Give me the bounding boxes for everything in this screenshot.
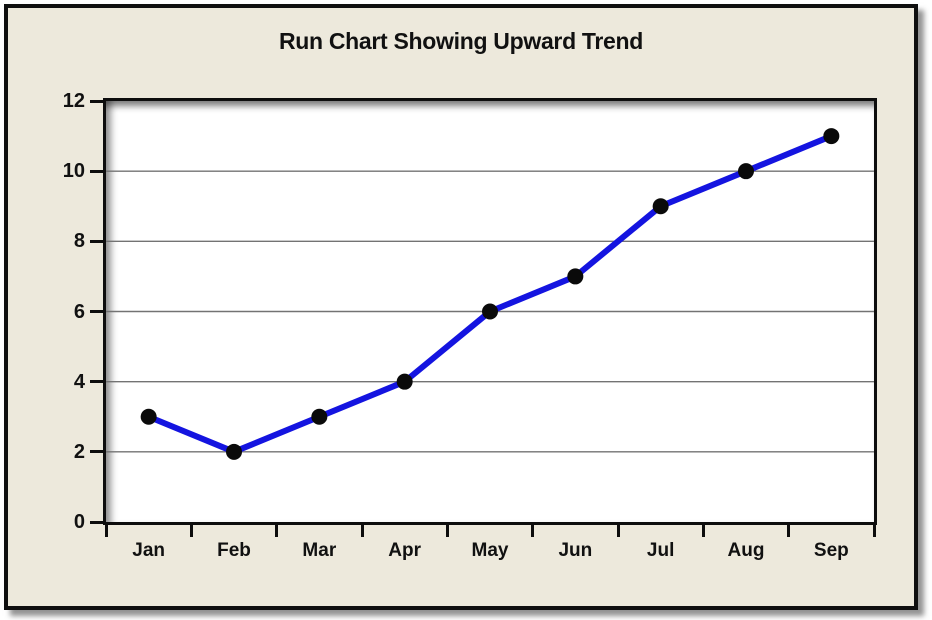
y-tick-label: 12 (62, 90, 85, 112)
y-tick-mark (90, 450, 103, 454)
plot-area (103, 98, 877, 525)
y-tick-label: 10 (62, 160, 85, 183)
x-tick-label: Mar (302, 540, 337, 561)
y-tick-mark (90, 380, 103, 384)
x-tick-mark (275, 525, 279, 537)
y-tick-label: 0 (73, 511, 85, 533)
trend-line (145, 133, 835, 455)
x-tick-label: Aug (727, 540, 765, 561)
data-point-marker (482, 303, 498, 320)
x-tick-mark (531, 525, 535, 537)
chart-title: Run Chart Showing Upward Trend (278, 28, 644, 54)
y-tick-mark (90, 99, 103, 103)
x-tick-mark (872, 525, 876, 537)
x-tick-mark (616, 525, 620, 537)
y-tick-label: 6 (73, 300, 85, 323)
run-chart-svg (106, 128, 874, 460)
x-tick-mark (189, 525, 193, 537)
data-point-marker (567, 268, 584, 285)
x-tick-label: Jun (558, 540, 593, 561)
y-tick-label: 2 (73, 440, 85, 463)
x-tick-label: Jan (132, 540, 166, 561)
x-tick-label: Jul (646, 540, 675, 561)
y-tick-mark (90, 169, 103, 173)
y-tick-label: 4 (73, 370, 85, 393)
data-point-marker (311, 408, 328, 425)
y-tick-label: 8 (73, 230, 85, 253)
x-tick-label: May (471, 540, 509, 561)
x-tick-mark (360, 525, 364, 537)
data-point-marker (226, 443, 242, 460)
y-tick-mark (90, 310, 103, 313)
x-tick-label: Sep (813, 540, 849, 561)
data-point-marker (652, 198, 669, 215)
data-point-marker (738, 163, 754, 180)
x-tick-mark (701, 525, 705, 537)
data-point-marker (140, 408, 157, 425)
data-point-marker (396, 373, 413, 390)
x-tick-label: Apr (388, 540, 422, 561)
x-tick-mark (445, 525, 449, 537)
x-tick-mark (787, 525, 791, 537)
x-tick-mark (104, 525, 108, 537)
chart-card: Run Chart Showing Upward Trend 0 2 4 6 8 10 12… (4, 4, 918, 610)
data-point-marker (823, 128, 840, 145)
y-tick-mark (90, 520, 103, 524)
x-tick-label: Feb (217, 540, 251, 561)
y-tick-mark (90, 239, 103, 243)
